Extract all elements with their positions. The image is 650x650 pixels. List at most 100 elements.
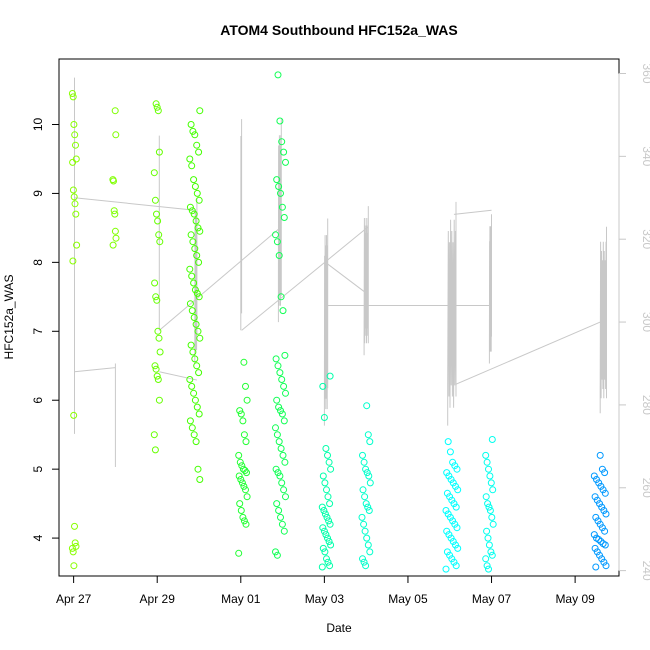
data-point	[195, 258, 203, 266]
data-point	[243, 493, 251, 501]
data-point	[363, 469, 371, 477]
data-point	[485, 541, 493, 549]
data-point	[187, 231, 195, 239]
data-point	[278, 376, 286, 383]
data-point	[324, 534, 331, 542]
data-point	[449, 538, 457, 545]
y2-tick-label: 300	[640, 312, 650, 332]
data-point	[235, 472, 243, 480]
data-point	[196, 107, 204, 115]
data-point	[152, 100, 160, 108]
data-point	[274, 469, 282, 477]
x-tick-label: May 09	[555, 592, 595, 606]
data-point	[599, 486, 607, 494]
trace-connector	[74, 367, 116, 373]
data-point	[319, 544, 327, 552]
data-point	[454, 544, 462, 552]
data-point	[602, 510, 610, 518]
data-point	[243, 396, 251, 404]
data-point	[601, 489, 609, 497]
data-point	[326, 520, 334, 528]
data-point	[362, 465, 370, 473]
data-point	[190, 210, 198, 218]
data-point	[446, 448, 454, 456]
y-tick-label: 10	[31, 117, 45, 131]
y2-tick-label: 320	[640, 229, 650, 249]
data-point	[362, 500, 370, 508]
data-point	[278, 520, 286, 528]
data-point	[109, 241, 117, 249]
data-point	[187, 341, 195, 349]
data-point	[153, 296, 161, 304]
data-point	[235, 451, 243, 459]
data-point	[188, 307, 196, 315]
data-point	[487, 548, 495, 556]
data-point	[483, 562, 491, 570]
data-point	[445, 531, 453, 539]
data-point	[450, 558, 458, 566]
data-point	[323, 513, 331, 521]
y2-tick-label: 360	[640, 63, 650, 83]
data-point	[364, 431, 372, 439]
data-point	[242, 438, 250, 446]
data-point	[190, 314, 198, 321]
data-point	[151, 196, 159, 204]
data-point	[279, 451, 287, 459]
data-point	[69, 548, 77, 556]
data-point	[277, 513, 284, 521]
data-point	[155, 396, 163, 404]
data-point	[596, 551, 603, 559]
trace-segment	[277, 119, 282, 323]
data-point	[326, 500, 334, 508]
data-point	[482, 555, 490, 563]
data-point	[595, 479, 603, 487]
data-point	[277, 407, 284, 415]
data-point	[241, 467, 249, 474]
data-point	[152, 293, 160, 301]
data-point	[446, 493, 454, 501]
trace-connector	[327, 263, 367, 294]
data-point	[193, 289, 201, 297]
trace-segment	[240, 119, 243, 331]
data-point	[191, 286, 199, 294]
data-point	[280, 382, 288, 390]
data-point	[485, 503, 493, 511]
data-point	[189, 127, 197, 135]
data-point	[323, 486, 330, 494]
data-point	[273, 396, 281, 404]
data-point	[276, 117, 284, 125]
data-point	[483, 458, 491, 466]
data-point	[150, 169, 158, 177]
data-point	[239, 417, 247, 425]
data-point	[150, 431, 158, 439]
data-point	[325, 517, 333, 525]
data-point	[69, 93, 77, 101]
data-point	[190, 279, 198, 287]
data-point	[71, 131, 79, 139]
data-point	[488, 513, 496, 521]
data-point	[153, 372, 161, 380]
data-point	[193, 362, 201, 370]
data-point	[70, 411, 78, 419]
x-tick-label: May 05	[388, 592, 428, 606]
data-point	[277, 189, 284, 197]
data-point	[193, 403, 201, 411]
data-point	[598, 524, 606, 532]
data-point	[325, 538, 333, 545]
trace-segment	[447, 201, 457, 426]
data-point	[449, 479, 457, 487]
data-point	[318, 503, 326, 511]
trace-connector	[455, 321, 601, 385]
trace-connector	[241, 226, 369, 331]
y2-axis: 240 260 280 300 320 340 360	[618, 63, 650, 581]
data-point	[366, 438, 374, 446]
data-point	[242, 520, 250, 528]
data-point	[196, 334, 204, 342]
data-point	[155, 148, 163, 156]
data-point	[592, 563, 600, 571]
data-point	[195, 148, 203, 156]
data-point	[235, 549, 243, 557]
y-tick-label: 8	[31, 259, 45, 266]
data-point	[70, 193, 78, 201]
data-point	[155, 231, 163, 239]
